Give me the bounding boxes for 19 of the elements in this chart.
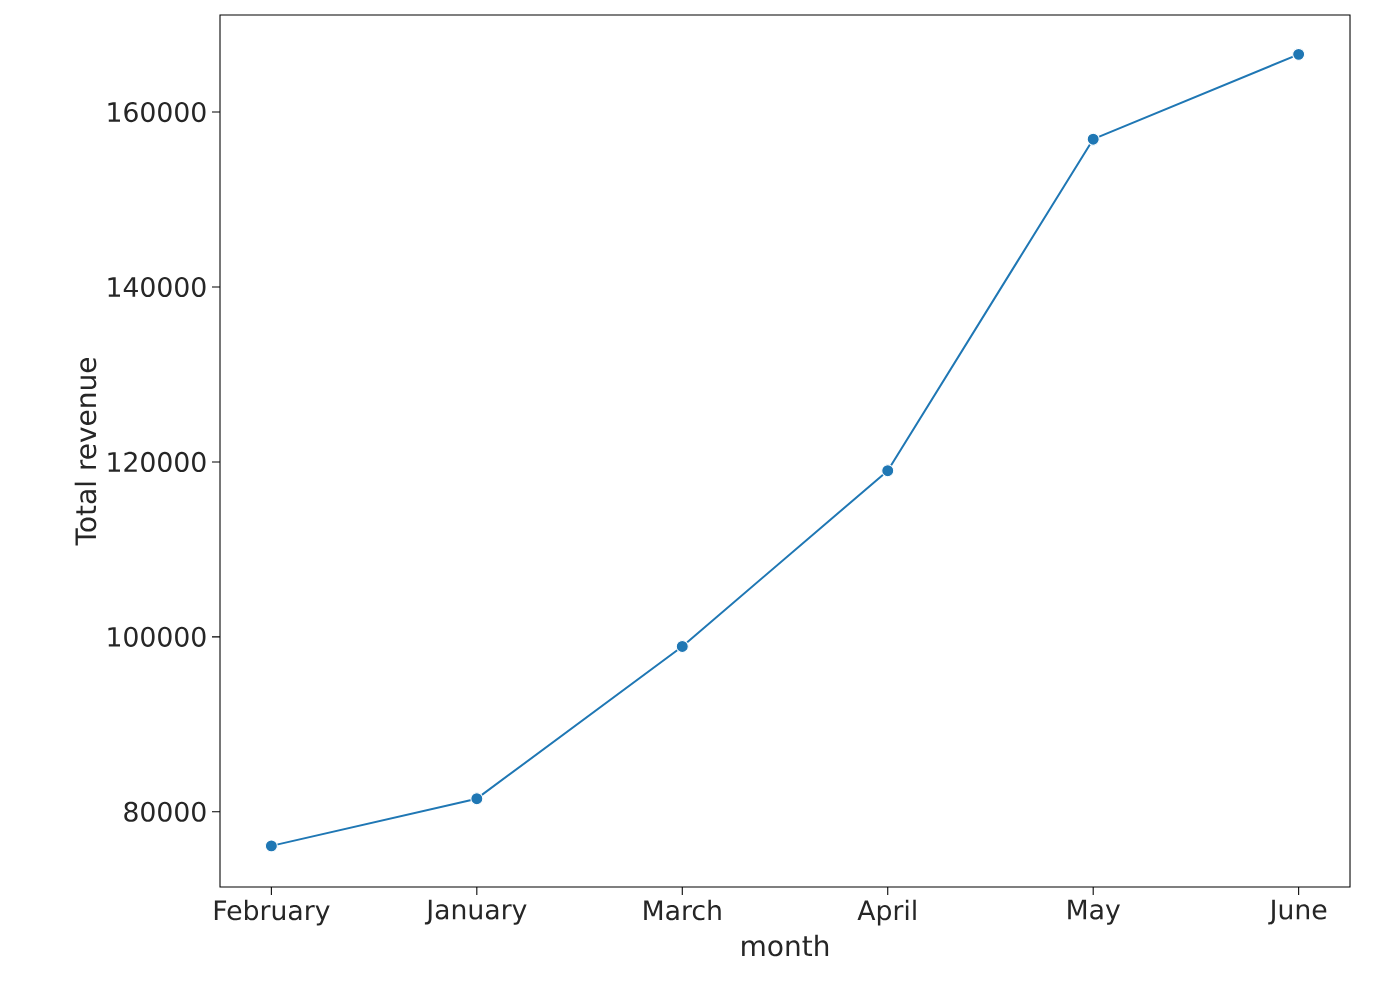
x-tick-label: March — [644, 899, 721, 921]
point — [1086, 132, 1100, 146]
x-tick-label: June — [1268, 899, 1327, 925]
y-tick-label: 80000 — [124, 801, 206, 822]
x-axis-title: month — [742, 934, 829, 957]
point — [675, 639, 689, 654]
x-tick-label: April — [857, 899, 916, 926]
x-tick-label: May — [1068, 899, 1120, 925]
point — [264, 839, 278, 853]
y-axis-title: Total revenue — [74, 357, 97, 546]
x-tick-label: January — [424, 899, 527, 925]
y-tick-label: 140000 — [108, 276, 206, 298]
point — [470, 792, 484, 806]
x-tick-label: February — [214, 899, 330, 926]
y-tick-label: 100000 — [108, 626, 206, 647]
y-tick-label: 160000 — [108, 101, 206, 123]
point — [881, 464, 895, 478]
y-tick-label: 120000 — [108, 451, 206, 473]
point — [1292, 47, 1306, 61]
